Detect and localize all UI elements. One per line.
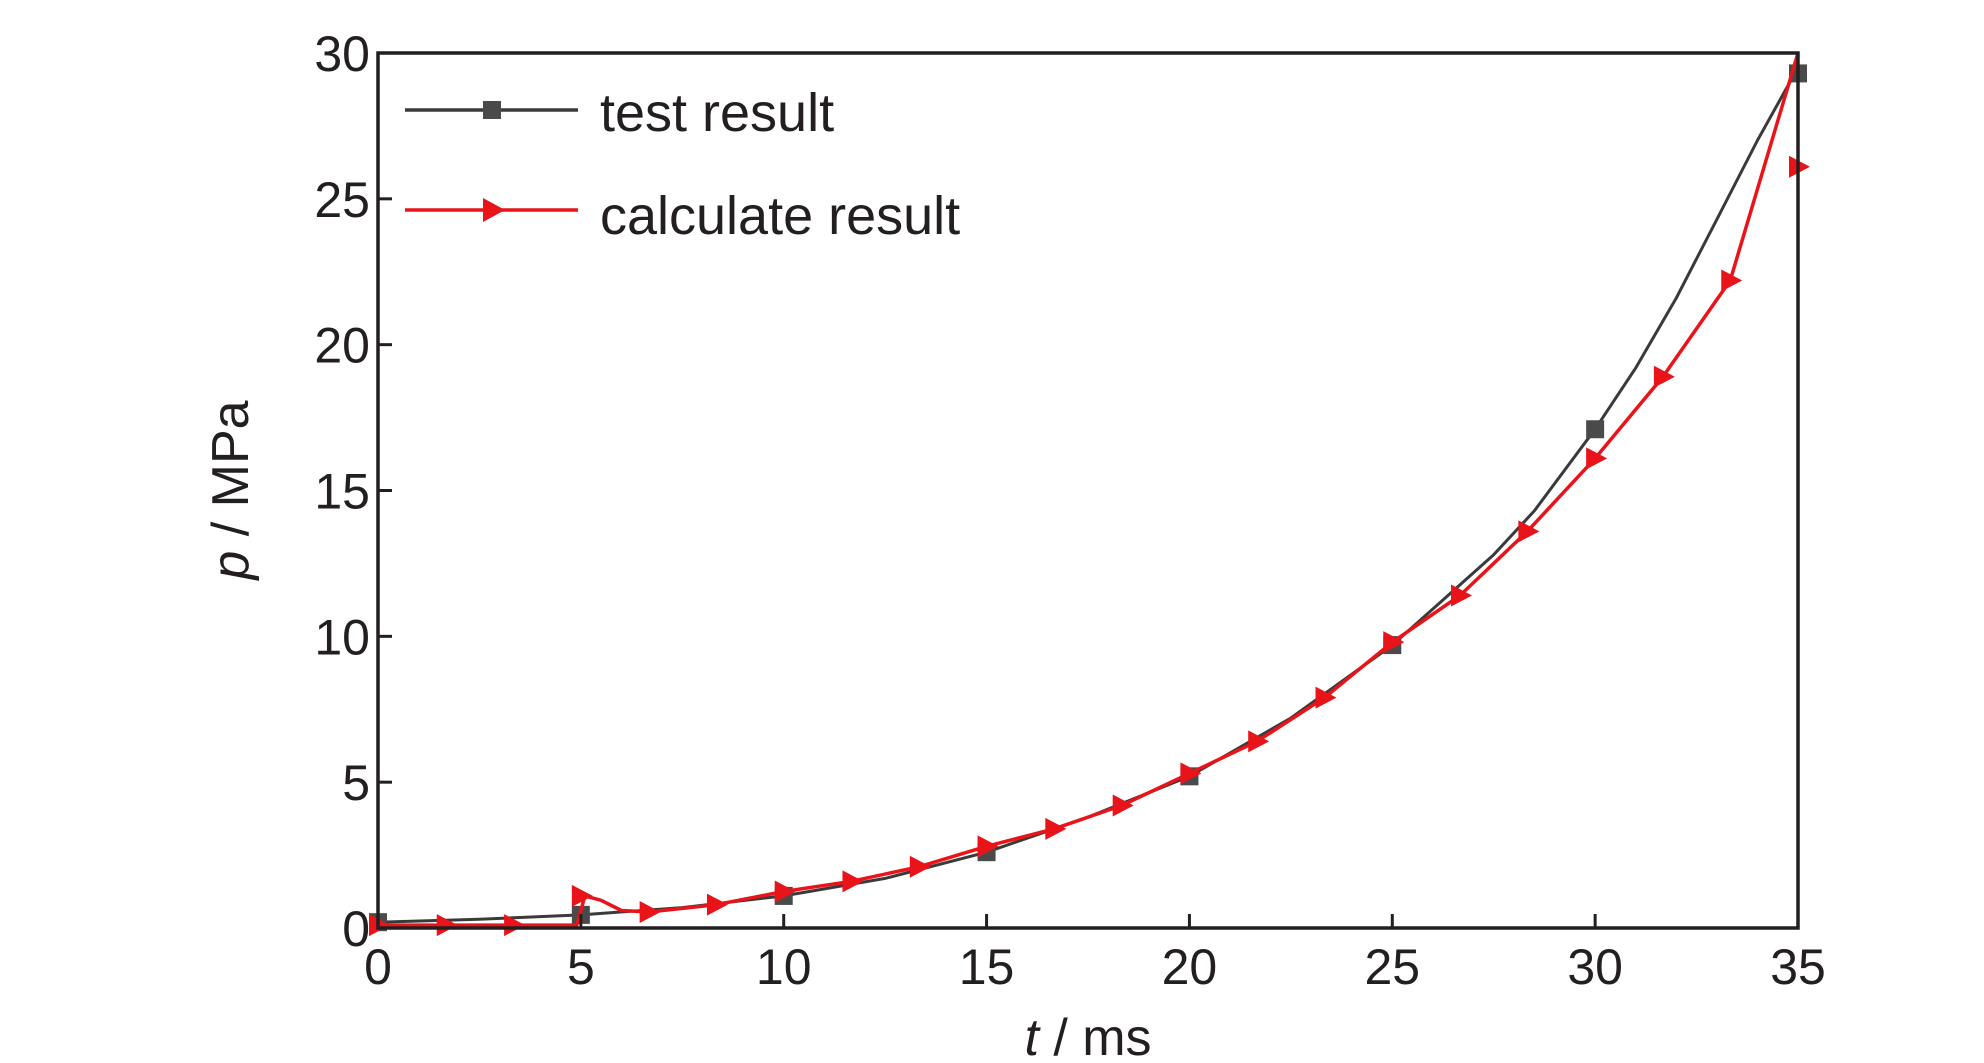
data-point-calculate-result	[774, 880, 796, 903]
x-tick-label: 0	[364, 939, 392, 995]
y-tick-label: 0	[342, 901, 370, 957]
data-point-calculate-result	[1586, 447, 1608, 470]
x-tick-label: 10	[756, 939, 812, 995]
plot-frame	[376, 51, 1800, 930]
data-point-calculate-result	[1180, 762, 1202, 785]
series-line-calculate-result	[378, 52, 1800, 927]
y-axis-variable: p	[202, 551, 260, 582]
y-tick-label: 20	[314, 318, 370, 374]
data-point-calculate-result	[1451, 584, 1473, 607]
axis-ticks: 0 5 10 15 20 25 30 35 0 5 10 15 20 25 30	[314, 26, 1825, 995]
data-point-calculate-result	[639, 900, 661, 923]
x-axis-variable: t	[1024, 1009, 1041, 1063]
legend-marker-test-result	[483, 101, 501, 119]
data-point-calculate-result	[1518, 520, 1540, 543]
y-tick-label: 5	[342, 755, 370, 811]
data-point-calculate-result	[1653, 365, 1675, 388]
y-axis-unit: / MPa	[202, 400, 260, 550]
data-point-calculate-result	[842, 870, 864, 893]
data-point-calculate-result	[1045, 817, 1067, 840]
data-point-calculate-result	[1248, 730, 1270, 753]
x-tick-label: 30	[1567, 939, 1623, 995]
data-point-calculate-result	[436, 914, 458, 937]
legend-label-test-result: test result	[600, 83, 834, 143]
series-line-test-result	[377, 66, 1800, 924]
x-tick-label: 35	[1770, 939, 1826, 995]
plot-area	[369, 52, 1810, 937]
x-axis-unit: / ms	[1039, 1009, 1152, 1063]
data-point-calculate-result	[909, 855, 931, 878]
y-tick-label: 25	[314, 172, 370, 228]
data-point-calculate-result	[706, 893, 728, 916]
data-point-calculate-result	[571, 884, 593, 907]
data-point-calculate-result	[1383, 631, 1405, 654]
legend-label-calculate-result: calculate result	[600, 186, 960, 246]
y-tick-label: 30	[314, 26, 370, 82]
legend: test result calculate result	[405, 83, 960, 246]
x-tick-label: 5	[567, 939, 595, 995]
data-point-calculate-result	[977, 835, 999, 858]
legend-marker-calculate-result	[483, 198, 505, 222]
x-tick-label: 20	[1162, 939, 1218, 995]
y-axis-label: p / MPa	[202, 400, 260, 581]
x-tick-label: 15	[959, 939, 1015, 995]
data-point-calculate-result	[1315, 686, 1337, 709]
data-point-calculate-result	[504, 914, 526, 937]
y-tick-label: 10	[314, 609, 370, 665]
data-point-calculate-result	[1112, 794, 1134, 817]
x-axis-label: t / ms	[1024, 1009, 1151, 1063]
data-point-calculate-result	[1721, 269, 1743, 292]
data-point-test-result	[1586, 420, 1605, 439]
y-tick-label: 15	[314, 464, 370, 520]
x-tick-label: 25	[1364, 939, 1420, 995]
